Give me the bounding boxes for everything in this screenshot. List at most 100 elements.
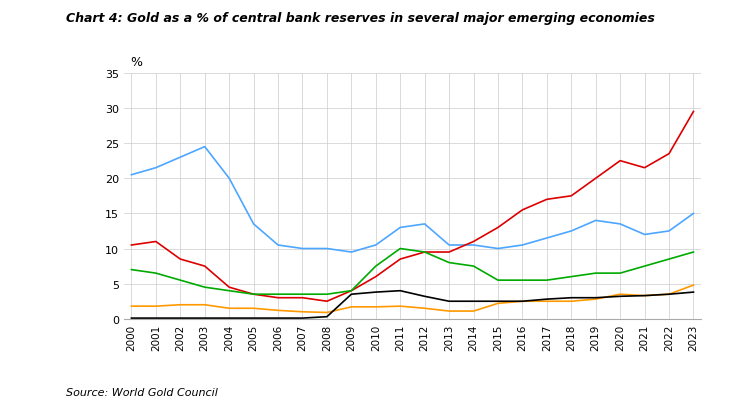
Line: China: China <box>131 285 694 313</box>
China <box>445 309 453 314</box>
Russian Federation <box>176 257 185 262</box>
South Africa <box>469 243 478 248</box>
China <box>664 292 673 297</box>
South Africa <box>152 166 161 171</box>
India <box>274 292 283 297</box>
Text: Source: World Gold Council: Source: World Gold Council <box>66 387 218 397</box>
Russian Federation <box>396 257 404 262</box>
Mexico <box>372 290 380 295</box>
India <box>640 264 649 269</box>
Russian Federation <box>420 250 429 255</box>
Mexico <box>616 294 625 299</box>
South Africa <box>445 243 453 248</box>
Russian Federation <box>664 152 673 157</box>
Mexico <box>542 297 551 302</box>
South Africa <box>176 155 185 160</box>
India <box>127 267 136 272</box>
Line: Russian Federation: Russian Federation <box>131 112 694 301</box>
China <box>347 305 356 310</box>
China <box>420 306 429 311</box>
China <box>176 303 185 308</box>
South Africa <box>689 211 698 216</box>
Russian Federation <box>616 159 625 164</box>
Russian Federation <box>225 285 234 290</box>
China <box>372 305 380 310</box>
Russian Federation <box>591 176 600 181</box>
Russian Federation <box>298 296 307 301</box>
South Africa <box>664 229 673 234</box>
Mexico <box>249 316 258 321</box>
South Africa <box>298 247 307 252</box>
Mexico <box>567 296 576 301</box>
Mexico <box>347 292 356 297</box>
South Africa <box>493 247 502 252</box>
India <box>372 264 380 269</box>
India <box>518 278 527 283</box>
Russian Federation <box>249 292 258 297</box>
Russian Federation <box>469 239 478 244</box>
Russian Federation <box>274 296 283 301</box>
South Africa <box>542 236 551 241</box>
China <box>567 299 576 304</box>
Russian Federation <box>518 208 527 213</box>
Mexico <box>445 299 453 304</box>
China <box>396 304 404 309</box>
Mexico <box>420 294 429 299</box>
Russian Federation <box>640 166 649 171</box>
Mexico <box>396 288 404 293</box>
China <box>152 304 161 309</box>
China <box>249 306 258 311</box>
India <box>567 274 576 279</box>
Russian Federation <box>323 299 331 304</box>
Mexico <box>640 293 649 298</box>
India <box>664 257 673 262</box>
South Africa <box>372 243 380 248</box>
Mexico <box>518 299 527 304</box>
India <box>347 288 356 293</box>
China <box>591 297 600 302</box>
India <box>616 271 625 276</box>
Russian Federation <box>347 288 356 293</box>
China <box>200 303 209 308</box>
Russian Federation <box>567 194 576 199</box>
China <box>323 310 331 315</box>
India <box>200 285 209 290</box>
South Africa <box>347 250 356 255</box>
Russian Federation <box>372 274 380 279</box>
Line: India: India <box>131 249 694 294</box>
India <box>396 247 404 252</box>
Mexico <box>689 290 698 295</box>
India <box>420 250 429 255</box>
China <box>689 283 698 288</box>
Mexico <box>493 299 502 304</box>
India <box>249 292 258 297</box>
India <box>689 250 698 255</box>
India <box>152 271 161 276</box>
Russian Federation <box>127 243 136 248</box>
India <box>591 271 600 276</box>
Text: Chart 4: Gold as a % of central bank reserves in several major emerging economie: Chart 4: Gold as a % of central bank res… <box>66 12 655 25</box>
South Africa <box>567 229 576 234</box>
China <box>469 309 478 314</box>
China <box>493 301 502 306</box>
China <box>298 310 307 315</box>
Russian Federation <box>493 225 502 230</box>
Mexico <box>200 316 209 321</box>
Russian Federation <box>200 264 209 269</box>
India <box>225 288 234 293</box>
India <box>298 292 307 297</box>
South Africa <box>518 243 527 248</box>
Mexico <box>127 316 136 321</box>
India <box>176 278 185 283</box>
China <box>542 299 551 304</box>
Mexico <box>152 316 161 321</box>
Line: South Africa: South Africa <box>131 147 694 252</box>
South Africa <box>225 176 234 181</box>
Line: Mexico: Mexico <box>131 291 694 318</box>
Mexico <box>298 316 307 321</box>
Mexico <box>591 296 600 301</box>
Text: %: % <box>130 56 142 69</box>
India <box>323 292 331 297</box>
China <box>640 293 649 298</box>
China <box>225 306 234 311</box>
